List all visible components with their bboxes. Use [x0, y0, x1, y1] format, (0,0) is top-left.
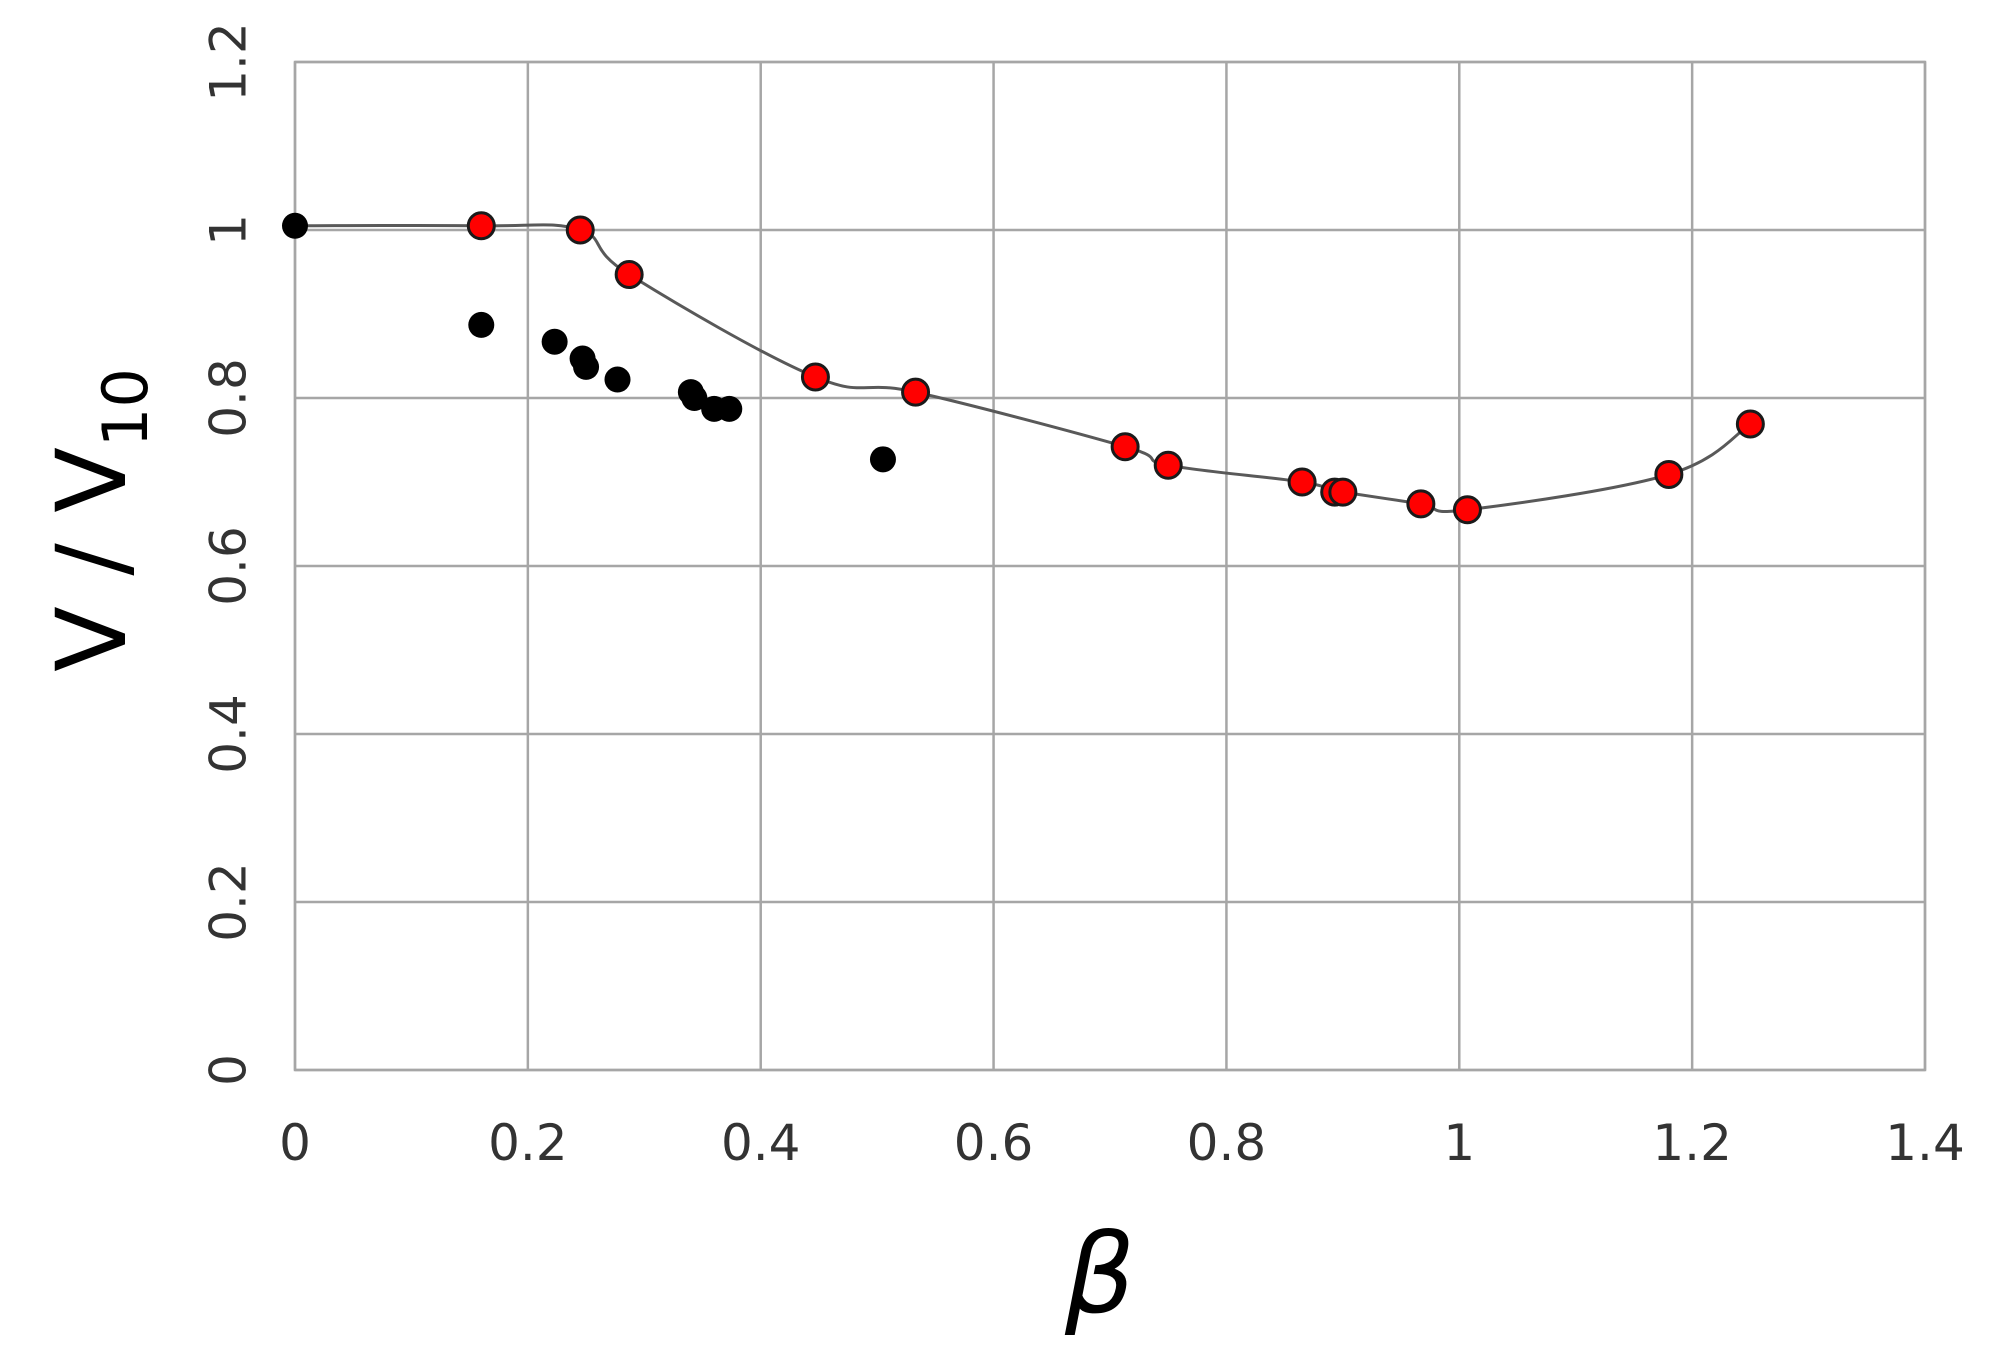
y-axis-label-subscript: 10 [89, 368, 162, 447]
series-layer [282, 211, 1765, 525]
data-point-red [1452, 495, 1482, 525]
x-tick-label: 0.4 [721, 1114, 801, 1172]
series-line [294, 223, 1752, 513]
data-point-black [541, 328, 568, 355]
y-tick-label: 1.2 [200, 22, 258, 102]
y-tick-label: 0.2 [200, 862, 258, 942]
data-point-black [573, 353, 600, 380]
y-tick-label: 0 [200, 1054, 258, 1086]
x-tick-label: 0.2 [488, 1114, 568, 1172]
x-tick-label: 0 [279, 1114, 311, 1172]
data-point-red [466, 211, 496, 241]
x-tick-labels: 0 0.2 0.4 0.6 0.8 1 1.2 1.4 [279, 1114, 1965, 1172]
data-point-red [1287, 467, 1317, 497]
data-point-black [604, 366, 631, 393]
data-point-red [800, 362, 830, 392]
data-point-red [1654, 459, 1684, 489]
data-point-red [1328, 477, 1358, 507]
data-point-red [901, 377, 931, 407]
data-point-red [565, 215, 595, 245]
data-point-red [614, 260, 644, 290]
y-axis-label: V / V10 [36, 368, 162, 672]
x-tick-label: 0.8 [1187, 1114, 1267, 1172]
data-point-black [468, 311, 495, 338]
y-tick-label: 0.6 [200, 526, 258, 606]
x-tick-label: 0.6 [954, 1114, 1034, 1172]
data-point-black [681, 385, 708, 411]
data-point-black [716, 395, 743, 422]
x-tick-label: 1 [1443, 1114, 1475, 1172]
x-axis-label: β [1064, 1210, 1135, 1338]
data-point-black [869, 446, 896, 473]
y-tick-label: 1 [200, 214, 258, 246]
x-tick-label: 1.4 [1885, 1114, 1965, 1172]
data-point-black [282, 212, 308, 239]
plot-area [293, 60, 1927, 1072]
y-tick-label: 0.4 [200, 694, 258, 774]
y-axis-label-main: V / V [36, 447, 148, 672]
data-point-red [1153, 450, 1183, 480]
data-point-red [1110, 432, 1140, 462]
data-point-red [1735, 409, 1765, 439]
x-tick-label: 1.2 [1652, 1114, 1732, 1172]
y-tick-labels: 0 0.2 0.4 0.6 0.8 1 1.2 [200, 22, 258, 1086]
grid [293, 60, 1927, 1072]
data-point-red [1406, 489, 1436, 519]
y-tick-label: 0.8 [200, 358, 258, 438]
